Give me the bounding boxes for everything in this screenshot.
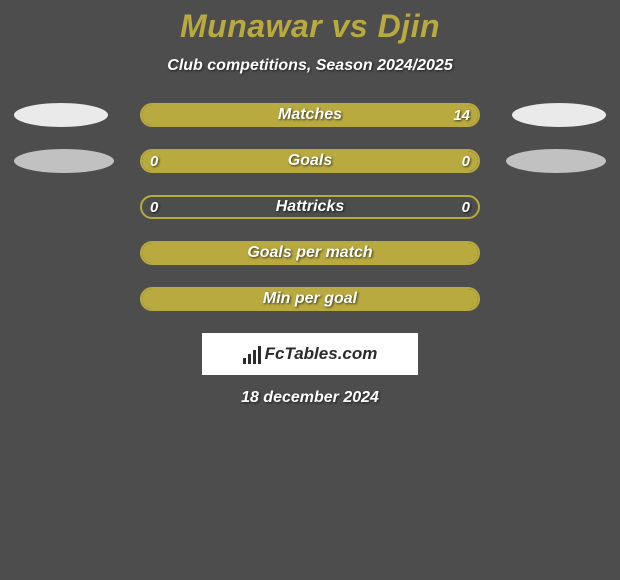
- logo-bar: [253, 350, 256, 364]
- page-subtitle: Club competitions, Season 2024/2025: [0, 57, 620, 75]
- stat-value-right: 14: [453, 107, 470, 124]
- logo: FcTables.com: [243, 344, 378, 364]
- stat-value-left: 0: [150, 199, 158, 216]
- stat-label: Matches: [278, 106, 342, 124]
- logo-text: FcTables.com: [265, 344, 378, 364]
- footer-date: 18 december 2024: [0, 389, 620, 407]
- stat-row: Goals per match: [0, 241, 620, 265]
- stat-value-right: 0: [462, 153, 470, 170]
- stat-bar: Goals per match: [140, 241, 480, 265]
- stat-label: Goals: [288, 152, 332, 170]
- logo-bar: [258, 346, 261, 364]
- stat-row: Min per goal: [0, 287, 620, 311]
- stat-label: Min per goal: [263, 290, 357, 308]
- shadow-ellipse-left: [14, 103, 108, 127]
- stat-bar: 14 Matches: [140, 103, 480, 127]
- shadow-ellipse-left: [14, 149, 114, 173]
- shadow-ellipse-right: [506, 149, 606, 173]
- stat-label: Hattricks: [276, 198, 344, 216]
- stat-row: 0 0 Hattricks: [0, 195, 620, 219]
- stat-bar: 0 0 Hattricks: [140, 195, 480, 219]
- logo-bar: [248, 354, 251, 364]
- main-container: Munawar vs Djin Club competitions, Seaso…: [0, 0, 620, 407]
- logo-box: FcTables.com: [202, 333, 418, 375]
- stat-value-right: 0: [462, 199, 470, 216]
- page-title: Munawar vs Djin: [0, 8, 620, 45]
- stat-value-left: 0: [150, 153, 158, 170]
- logo-bar: [243, 358, 246, 364]
- stat-label: Goals per match: [247, 244, 372, 262]
- stat-row: 14 Matches: [0, 103, 620, 127]
- shadow-ellipse-right: [512, 103, 606, 127]
- stats-rows: 14 Matches 0 0 Goals 0 0 Hattricks Goals per mat…: [0, 103, 620, 311]
- stat-bar: 0 0 Goals: [140, 149, 480, 173]
- bar-chart-icon: [243, 344, 261, 364]
- stat-row: 0 0 Goals: [0, 149, 620, 173]
- stat-bar: Min per goal: [140, 287, 480, 311]
